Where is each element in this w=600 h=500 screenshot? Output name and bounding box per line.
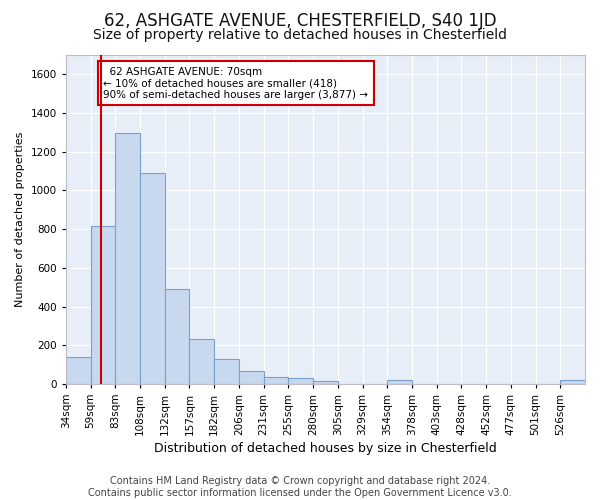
Text: 62 ASHGATE AVENUE: 70sqm
← 10% of detached houses are smaller (418)
90% of semi-: 62 ASHGATE AVENUE: 70sqm ← 10% of detach… [103, 66, 368, 100]
Text: 62, ASHGATE AVENUE, CHESTERFIELD, S40 1JD: 62, ASHGATE AVENUE, CHESTERFIELD, S40 1J… [104, 12, 496, 30]
Bar [140, 173, 165, 384]
Bar [66, 357, 91, 384]
Bar [313, 381, 338, 384]
Bar [190, 340, 214, 384]
Text: Size of property relative to detached houses in Chesterfield: Size of property relative to detached ho… [93, 28, 507, 42]
Bar [263, 376, 289, 384]
Y-axis label: Number of detached properties: Number of detached properties [15, 132, 25, 307]
Bar [214, 359, 239, 384]
Bar [91, 226, 115, 384]
Bar [387, 380, 412, 384]
Bar [239, 372, 263, 384]
Bar [560, 380, 585, 384]
Bar [289, 378, 313, 384]
X-axis label: Distribution of detached houses by size in Chesterfield: Distribution of detached houses by size … [154, 442, 497, 455]
Bar [115, 134, 140, 384]
Text: Contains HM Land Registry data © Crown copyright and database right 2024.
Contai: Contains HM Land Registry data © Crown c… [88, 476, 512, 498]
Bar [165, 289, 190, 384]
